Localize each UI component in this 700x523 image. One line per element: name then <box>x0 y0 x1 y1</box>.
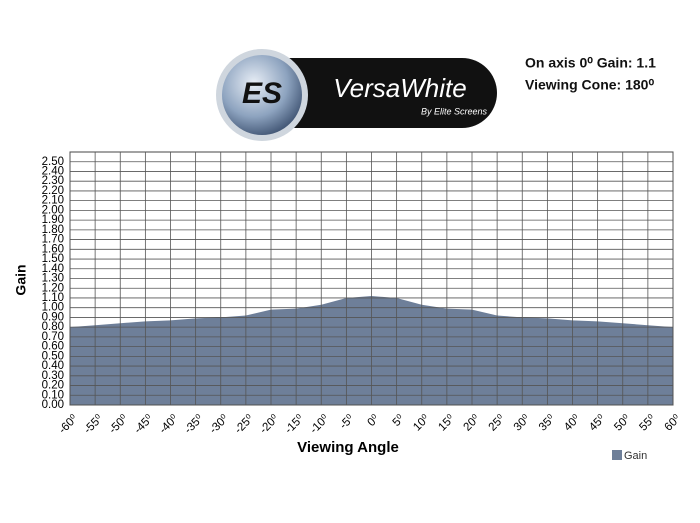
y-tick-label: 0.00 <box>42 399 64 411</box>
x-tick-label: -15⁰ <box>283 413 307 437</box>
x-tick-label: -5⁰ <box>338 413 357 432</box>
x-tick-label: 45⁰ <box>587 413 608 434</box>
x-tick-label: -25⁰ <box>233 413 257 437</box>
y-tick-label: 2.10 <box>42 195 64 207</box>
x-axis-label: Viewing Angle <box>297 439 399 456</box>
x-tick-label: 30⁰ <box>512 413 533 434</box>
y-tick-label: 1.70 <box>42 234 64 246</box>
y-tick-label: 0.80 <box>42 321 64 333</box>
x-tick-label: -20⁰ <box>258 413 282 437</box>
x-tick-label: 35⁰ <box>537 413 558 434</box>
y-tick-label: 0.90 <box>42 311 64 323</box>
y-tick-label: 0.40 <box>42 360 64 372</box>
y-tick-label: 0.30 <box>42 370 64 382</box>
y-tick-label: 0.20 <box>42 380 64 392</box>
x-tick-label: 40⁰ <box>562 413 583 434</box>
y-tick-label: 2.30 <box>42 175 64 187</box>
y-tick-label: 1.80 <box>42 224 64 236</box>
y-tick-label: 2.00 <box>42 204 64 216</box>
x-tick-label: 25⁰ <box>487 413 508 434</box>
y-tick-label: 0.70 <box>42 331 64 343</box>
y-tick-label: 1.40 <box>42 263 64 275</box>
y-tick-label: 1.50 <box>42 253 64 265</box>
y-tick-label: 2.20 <box>42 185 64 197</box>
x-tick-label: 55⁰ <box>637 413 658 434</box>
logo-banner <box>255 58 497 128</box>
x-tick-label: 5⁰ <box>391 413 408 430</box>
x-tick-label: -30⁰ <box>208 413 232 437</box>
x-tick-label: 60⁰ <box>662 413 683 434</box>
y-tick-label: 1.00 <box>42 302 64 314</box>
logo-byline: By Elite Screens <box>421 106 488 116</box>
x-tick-label: 20⁰ <box>461 413 482 434</box>
logo-name: VersaWhite <box>333 73 466 103</box>
x-tick-label: 0⁰ <box>365 413 382 430</box>
y-tick-label: 1.60 <box>42 243 64 255</box>
y-axis-label: Gain <box>13 264 29 295</box>
logo: ES VersaWhite By Elite Screens <box>216 49 497 141</box>
y-tick-label: 2.40 <box>42 165 64 177</box>
y-tick-label: 1.20 <box>42 282 64 294</box>
y-tick-label: 0.10 <box>42 389 64 401</box>
x-tick-label: -55⁰ <box>82 413 106 437</box>
x-tick-label: 10⁰ <box>411 413 432 434</box>
logo-orb <box>222 55 302 135</box>
legend-swatch <box>612 450 622 460</box>
y-tick-label: 1.10 <box>42 292 64 304</box>
x-tick-label: 15⁰ <box>436 413 457 434</box>
x-tick-label: -40⁰ <box>157 413 181 437</box>
logo-mark: ES <box>242 77 282 110</box>
x-tick-label: -45⁰ <box>132 413 156 437</box>
y-tick-label: 2.50 <box>42 156 64 168</box>
y-tick-label: 1.90 <box>42 214 64 226</box>
x-tick-label: -50⁰ <box>107 413 131 437</box>
annotation: On axis 0⁰ Gain: 1.1 <box>525 55 656 71</box>
x-tick-label: -10⁰ <box>308 413 332 437</box>
x-tick-label: -60⁰ <box>57 413 81 437</box>
y-tick-label: 1.30 <box>42 273 64 285</box>
x-tick-label: -35⁰ <box>182 413 206 437</box>
y-tick-label: 0.60 <box>42 341 64 353</box>
x-tick-label: 50⁰ <box>612 413 633 434</box>
annotation: Viewing Cone: 180⁰ <box>525 77 654 93</box>
legend-label: Gain <box>624 450 647 462</box>
y-tick-label: 0.50 <box>42 350 64 362</box>
